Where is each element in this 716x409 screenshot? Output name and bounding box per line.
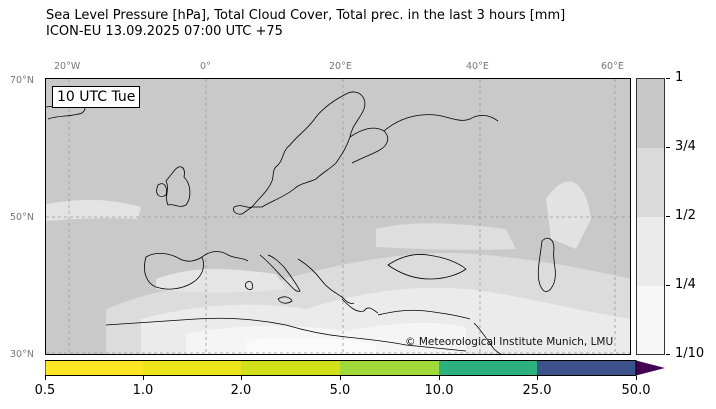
precip-label-0-5: 0.5 xyxy=(34,383,56,398)
great-britain-coast xyxy=(165,166,191,207)
cloud-label-1-2: 1/2 xyxy=(675,208,696,223)
cloud-tick xyxy=(666,78,670,79)
italy-coast xyxy=(259,254,301,292)
precip-label-1-0: 1.0 xyxy=(132,383,154,398)
title-line-2: ICON-EU 13.09.2025 07:00 UTC +75 xyxy=(46,24,283,39)
coastlines xyxy=(46,91,556,354)
graticule xyxy=(46,79,630,354)
lon-label-20w: 20°W xyxy=(54,61,81,72)
precip-band-10-0 xyxy=(439,360,537,376)
precip-label-25-0: 25.0 xyxy=(522,383,552,398)
baltic-coast xyxy=(349,127,389,164)
precip-colorbar xyxy=(45,360,665,376)
credit-label: © Meteorological Institute Munich, LMU xyxy=(405,336,614,348)
map-panel[interactable] xyxy=(45,78,631,355)
precip-extend-arrow xyxy=(636,360,665,376)
precip-band-2-0 xyxy=(241,360,340,376)
precip-band-1-0 xyxy=(143,360,241,376)
lon-label-40e: 40°E xyxy=(466,61,489,72)
cloud-band-half xyxy=(637,217,664,286)
black-sea-coast xyxy=(387,254,467,280)
precip-tick xyxy=(636,376,637,380)
cloud-label-3-4: 3/4 xyxy=(675,139,696,154)
cloud-label-1: 1 xyxy=(675,70,684,85)
map-svg xyxy=(46,79,630,354)
precip-band-5-0 xyxy=(340,360,439,376)
lon-label-0: 0° xyxy=(200,61,211,72)
cloud-tick xyxy=(666,285,670,286)
ireland-coast xyxy=(156,183,167,197)
anatolia-coast xyxy=(377,309,471,320)
white-sea-coast xyxy=(383,114,499,132)
precip-label-50-0: 50.0 xyxy=(621,383,651,398)
precip-tick xyxy=(439,376,440,380)
precip-tick xyxy=(537,376,538,380)
lon-label-60e: 60°E xyxy=(601,61,624,72)
benelux-coast xyxy=(233,205,253,215)
caspian-sea-coast xyxy=(537,237,556,292)
time-stamp-label: 10 UTC Tue xyxy=(52,86,141,108)
cloud-cover-patches xyxy=(46,181,630,354)
france-south-coast xyxy=(201,251,249,262)
cloud-label-1-4: 1/4 xyxy=(675,277,696,292)
sicily-coast xyxy=(277,296,293,304)
chart-title: Sea Level Pressure [hPa], Total Cloud Co… xyxy=(46,8,565,40)
lat-label-50n: 50°N xyxy=(10,212,34,223)
precip-tick xyxy=(143,376,144,380)
cloud-label-1-10: 1/10 xyxy=(675,346,705,361)
precip-label-2-0: 2.0 xyxy=(230,383,252,398)
precip-label-5-0: 5.0 xyxy=(329,383,351,398)
cloud-band-quarter xyxy=(637,286,664,354)
cloud-band-full xyxy=(637,79,664,148)
precip-tick xyxy=(241,376,242,380)
precip-band-25-0 xyxy=(537,360,636,376)
sardinia-coast xyxy=(245,281,253,290)
precip-band-0-5 xyxy=(45,360,143,376)
cloud-tick xyxy=(666,216,670,217)
north-africa-coast xyxy=(105,317,467,352)
greece-coast xyxy=(341,298,379,314)
lat-label-70n: 70°N xyxy=(10,75,34,86)
cloud-band-three-quarter xyxy=(637,148,664,217)
scandinavia-coast xyxy=(251,91,366,208)
title-line-1: Sea Level Pressure [hPa], Total Cloud Co… xyxy=(46,8,566,23)
precip-colorbar-outline xyxy=(45,360,637,376)
lat-label-30n: 30°N xyxy=(10,349,34,360)
cloud-cover-colorbar xyxy=(636,78,665,355)
levant-coast xyxy=(473,322,502,354)
precip-tick xyxy=(340,376,341,380)
lon-label-20e: 20°E xyxy=(329,61,352,72)
cloud-tick xyxy=(666,147,670,148)
precip-label-10-0: 10.0 xyxy=(424,383,454,398)
iberia-coast xyxy=(144,253,204,290)
adriatic-balkan-coast xyxy=(297,258,355,304)
cloud-tick xyxy=(666,354,670,355)
precip-tick xyxy=(45,376,46,380)
